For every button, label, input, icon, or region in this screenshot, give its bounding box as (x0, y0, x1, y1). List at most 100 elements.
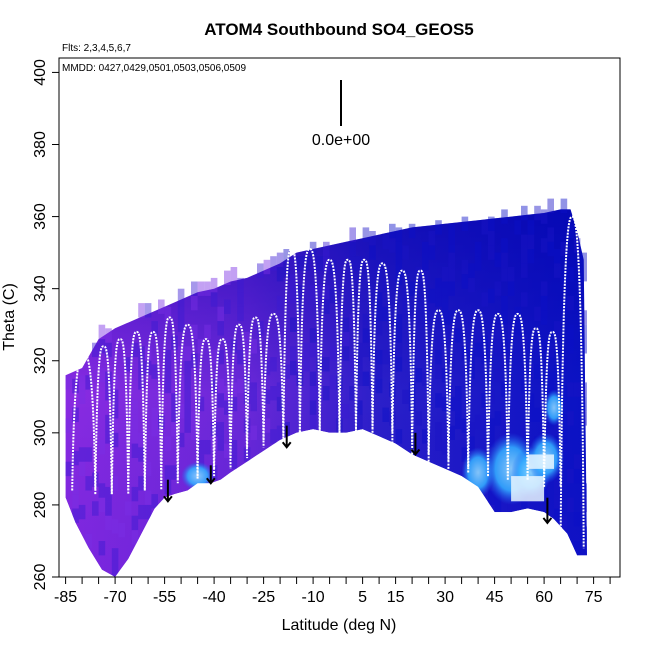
heat-cell (138, 360, 145, 376)
heat-cell (111, 418, 119, 433)
heat-cell (309, 414, 317, 430)
heat-cell (184, 360, 191, 376)
heat-cell (217, 378, 224, 394)
heat-cell (521, 335, 528, 350)
heat-cell (356, 357, 363, 372)
heat-cell (191, 295, 198, 311)
heat-cell (290, 288, 297, 304)
heat-cell (408, 281, 416, 296)
heat-cell (554, 263, 561, 278)
heat-cell (177, 375, 185, 390)
heat-cell (349, 241, 356, 257)
heat-cell (85, 447, 92, 462)
flight-profile (447, 309, 470, 469)
heat-cell (144, 461, 152, 477)
heat-cell (85, 375, 92, 390)
flight-profile (229, 323, 249, 459)
heat-cell (224, 400, 231, 415)
heat-cell (560, 241, 568, 257)
heat-cell (382, 306, 389, 322)
heat-cell (428, 245, 436, 260)
heat-cell (230, 440, 238, 455)
heat-cell (323, 241, 330, 257)
heat-cell (230, 454, 238, 469)
heat-cell (138, 476, 145, 491)
heat-cell (303, 357, 310, 372)
heat-cell (375, 349, 383, 365)
chart-title: ATOM4 Southbound SO4_GEOS5 (204, 20, 474, 39)
heat-cell (580, 252, 587, 267)
heat-cell (151, 321, 158, 336)
heat-cell (105, 328, 112, 343)
heat-cell (375, 292, 383, 307)
heat-cell (435, 292, 442, 307)
heat-cell (540, 339, 548, 354)
heat-cell (323, 357, 330, 372)
heat-cell (362, 328, 370, 343)
heat-cell (415, 368, 422, 383)
heat-cell (362, 371, 370, 386)
heat-cell (177, 317, 185, 332)
heat-cell (78, 447, 86, 462)
heat-cell (474, 241, 482, 257)
heat-cell (468, 436, 475, 451)
heat-cell (230, 396, 238, 412)
flight-profile (318, 258, 341, 437)
heat-cell (448, 310, 455, 325)
heat-cell (481, 335, 488, 350)
heat-cell (573, 512, 581, 527)
heat-cell (164, 364, 172, 379)
heat-cell (171, 465, 178, 480)
heat-cell (455, 400, 462, 415)
heat-cell (554, 364, 561, 379)
heat-cell (105, 342, 112, 358)
heat-cell (501, 425, 508, 440)
heat-cell (105, 501, 112, 516)
flight-profile (213, 338, 232, 469)
heat-cell (349, 313, 356, 329)
heat-cell (217, 349, 224, 365)
heat-cell (237, 306, 244, 322)
heat-cell (276, 396, 284, 412)
heat-cell (138, 504, 145, 520)
heat-cell (98, 483, 106, 498)
heat-cell (435, 393, 442, 408)
heat-cell (283, 249, 290, 264)
heat-cell (270, 256, 277, 271)
heat-cell (547, 198, 554, 213)
heat-cell (448, 238, 455, 253)
heat-cell (540, 209, 548, 224)
heat-cell (369, 245, 376, 260)
heat-cell (276, 382, 284, 397)
heat-cell (72, 508, 79, 523)
heat-cell (567, 324, 574, 340)
heat-cell (296, 299, 304, 314)
heat-cell (567, 339, 574, 354)
heat-cell (547, 371, 554, 386)
heat-cell (342, 331, 350, 347)
heat-cell (138, 375, 145, 390)
heat-cell (488, 231, 495, 246)
peak-concentration-patch (511, 476, 545, 502)
heat-cell (521, 378, 528, 394)
heat-cell (547, 241, 554, 257)
heat-cell (521, 263, 528, 278)
heat-cell (560, 198, 568, 213)
heat-cell (184, 346, 191, 361)
heat-cell (356, 256, 363, 271)
heat-cell (521, 249, 528, 264)
heat-cell (144, 303, 152, 318)
x-tick-label: -40 (203, 589, 226, 606)
flight-profile (246, 316, 265, 448)
heat-cell (316, 357, 323, 372)
heat-cell (375, 306, 383, 322)
heat-cell (111, 548, 119, 563)
heat-cell (105, 386, 112, 401)
heat-cell (441, 368, 449, 383)
heat-cell (514, 321, 521, 336)
heat-cell (85, 533, 92, 549)
heat-cell (131, 429, 139, 444)
heat-cell (204, 440, 211, 455)
heat-cell (111, 432, 119, 448)
heat-cell (580, 310, 587, 325)
